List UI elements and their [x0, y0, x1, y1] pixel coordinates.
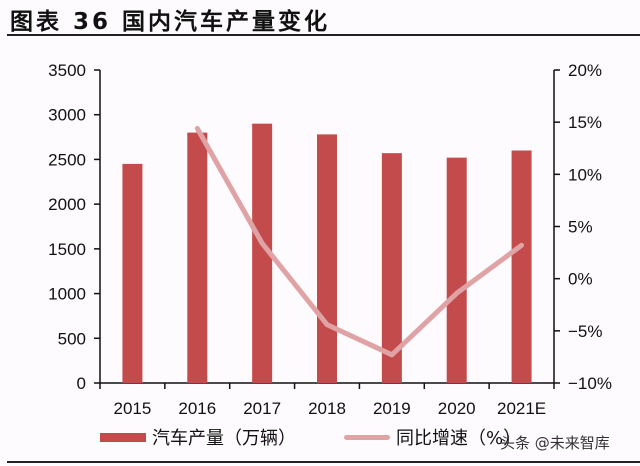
right-axis-tick-label: −10% — [568, 374, 612, 393]
title-divider — [7, 34, 640, 36]
legend-item-production: 汽车产量（万辆） — [100, 424, 296, 450]
left-axis-tick-label: 3000 — [48, 106, 86, 125]
left-axis-tick-label: 500 — [58, 329, 86, 348]
bar-2016 — [187, 132, 208, 383]
legend: 汽车产量（万辆） 同比增速（%） — [100, 424, 569, 450]
chart-title: 图表 36 国内汽车产量变化 — [10, 9, 331, 35]
right-y-axis: −10% −5% 0% 5% 10% 15% 20% — [553, 61, 612, 393]
bar-2021E — [511, 150, 532, 383]
left-axis-tick-label: 2000 — [48, 195, 86, 214]
x-axis-tick-label: 2017 — [243, 399, 281, 418]
right-axis-tick-label: 5% — [568, 218, 593, 237]
left-y-axis: 0 500 1000 1500 2000 2500 3000 3500 — [48, 61, 101, 393]
x-axis-tick-label: 2021E — [497, 399, 546, 418]
bar-swatch-icon — [100, 432, 146, 442]
growth-line — [194, 125, 525, 358]
left-axis-tick-label: 3500 — [48, 61, 86, 80]
x-axis-tick-label: 2019 — [373, 399, 411, 418]
x-axis-tick-label: 2016 — [178, 399, 216, 418]
right-axis-tick-label: 15% — [568, 113, 602, 132]
legend-label-production: 汽车产量（万辆） — [152, 428, 296, 449]
bar-series — [122, 123, 532, 384]
left-axis-tick-label: 1500 — [48, 240, 86, 259]
left-axis-tick-label: 2500 — [48, 150, 86, 169]
legend-item-growth: 同比增速（%） — [344, 424, 521, 450]
x-axis-tick-label: 2018 — [308, 399, 346, 418]
left-axis-tick-label: 1000 — [48, 285, 86, 304]
left-axis-tick-label: 0 — [77, 374, 86, 393]
right-axis-tick-label: 10% — [568, 165, 602, 184]
bottom-divider — [7, 461, 640, 463]
bar-2015 — [122, 163, 143, 383]
x-axis-tick-label: 2015 — [114, 399, 152, 418]
x-axis-tick-label: 2020 — [438, 399, 476, 418]
bar-2017 — [252, 123, 273, 384]
bar-2018 — [317, 134, 337, 383]
right-axis-tick-label: −5% — [568, 322, 603, 341]
bar-2019 — [381, 153, 402, 383]
watermark: 头条 @未来智库 — [500, 434, 610, 452]
bar-2020 — [446, 157, 467, 383]
right-axis-tick-label: 0% — [568, 270, 593, 289]
line-series — [194, 125, 525, 358]
right-axis-tick-label: 20% — [568, 61, 602, 80]
legend-label-growth: 同比增速（%） — [396, 428, 522, 449]
line-swatch-icon — [344, 434, 390, 440]
x-axis: 2015 2016 2017 2018 2019 2020 2021E — [99, 382, 555, 418]
